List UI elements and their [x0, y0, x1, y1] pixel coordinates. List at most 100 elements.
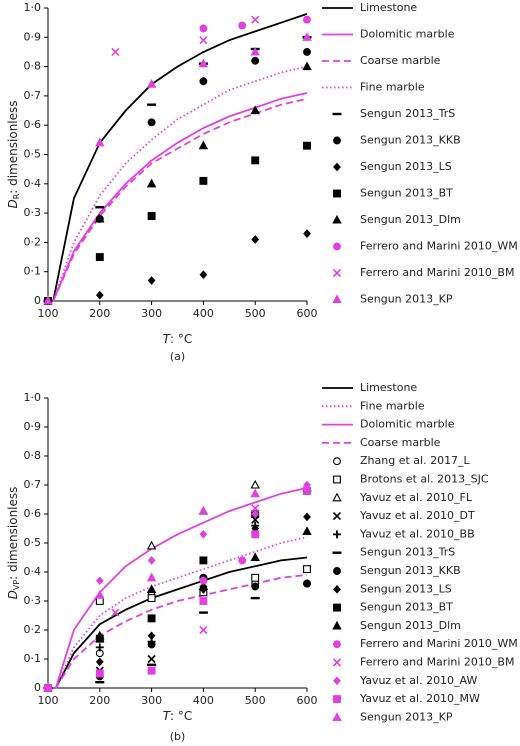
legend-marker [333, 676, 341, 686]
legend-label: Ferrero and Marini 2010_WM [360, 240, 518, 253]
legend-label: Sengun 2013_Dlm [360, 619, 461, 632]
marker [198, 58, 209, 68]
marker [303, 15, 311, 24]
legend-label: Ferrero and Marini 2010_BM [360, 656, 514, 669]
fit-line [55, 574, 308, 689]
x-tick-label: 200 [89, 694, 110, 707]
legend-marker [333, 695, 341, 704]
marker [303, 512, 311, 522]
marker [43, 295, 53, 305]
marker [302, 32, 312, 41]
x-axis-title: T: °C [163, 332, 193, 346]
y-tick-label: 0·8 [24, 60, 42, 73]
marker [147, 631, 156, 641]
fit-line [52, 65, 308, 302]
y-tick-label: 0·9 [24, 30, 42, 43]
legend-marker [333, 603, 341, 612]
y-tick-label: 0·8 [24, 449, 42, 462]
legend-label: Yavuz et al. 2010_BB [359, 527, 475, 540]
marker [95, 681, 105, 684]
marker [251, 235, 260, 244]
marker [147, 118, 156, 127]
x-axis-title: T: °C [163, 709, 193, 723]
y-tick-label: 0·1 [24, 265, 42, 278]
marker [251, 573, 260, 582]
marker [302, 61, 312, 71]
legend-label: Sengun 2013_LS [360, 160, 452, 173]
legend-label: Limestone [360, 1, 417, 14]
legend-marker [332, 551, 342, 554]
marker [95, 137, 105, 147]
legend-marker [332, 712, 342, 721]
marker [251, 530, 260, 539]
marker [199, 270, 208, 279]
marker [303, 141, 311, 150]
marker [250, 46, 260, 56]
legend-label: Ferrero and Marini 2010_BM [360, 266, 514, 279]
legend-label: Sengun 2013_BT [360, 187, 453, 200]
marker [199, 556, 208, 565]
marker [95, 590, 105, 599]
legend-marker [333, 584, 341, 594]
legend-label: Sengun 2013_KKB [360, 564, 461, 577]
y-tick-label: 0·6 [24, 118, 42, 131]
marker [147, 663, 157, 666]
legend-marker [332, 658, 342, 667]
legend-marker [333, 457, 341, 466]
y-tick-label: 0·3 [24, 206, 42, 219]
marker [147, 614, 156, 623]
legend-label: Sengun 2013_BT [360, 601, 453, 614]
marker [147, 556, 156, 565]
marker [95, 290, 104, 300]
y-tick-label: 0·7 [24, 478, 42, 491]
marker [95, 669, 104, 678]
legend-label: Fine marble [360, 399, 425, 412]
x-tick-label: 500 [245, 694, 266, 707]
legend-marker [332, 112, 342, 116]
legend-label: Sengun 2013_TrS [360, 546, 455, 559]
legend-label: Limestone [360, 381, 417, 394]
marker [198, 140, 209, 150]
legend-label: Yavuz et al. 2010_MW [359, 692, 480, 705]
marker [95, 630, 105, 640]
marker [238, 21, 247, 30]
marker [302, 526, 312, 535]
marker [303, 47, 311, 56]
legend-label: Yavuz et al. 2010_AW [359, 674, 477, 687]
y-tick-label: 1·0 [24, 1, 42, 14]
legend-label: Yavuz et al. 2010_DT [359, 509, 475, 522]
legend-label: Sengun 2013_LS [360, 582, 452, 595]
legend-marker [332, 268, 342, 278]
marker [95, 657, 104, 667]
y-tick-label: 0·5 [24, 536, 42, 549]
y-axis-title: DVP: dimensionless [6, 487, 21, 600]
fit-line [52, 13, 308, 302]
caption: (b) [170, 730, 186, 743]
caption: (a) [170, 350, 185, 363]
marker [303, 565, 311, 574]
fit-line [54, 536, 308, 689]
y-tick-label: 0·9 [24, 420, 42, 433]
marker [146, 79, 157, 88]
y-axis-symbol: D [6, 199, 20, 208]
legend-label: Sengun 2013_KP [360, 293, 453, 306]
legend-marker [333, 567, 341, 575]
fit-line [54, 487, 308, 689]
y-tick-label: 0·7 [24, 89, 42, 102]
legend-label: Sengun 2013_Dlm [360, 213, 461, 226]
x-axis-symbol: T [163, 332, 172, 346]
marker [146, 572, 157, 582]
marker [238, 556, 247, 565]
marker [250, 552, 260, 562]
y-tick-label: 0·2 [24, 235, 42, 248]
marker [95, 643, 104, 652]
legend-marker [333, 475, 341, 484]
marker [303, 486, 311, 495]
y-tick-label: 0·4 [24, 565, 42, 578]
x-tick-label: 100 [38, 694, 59, 707]
marker [198, 581, 209, 591]
marker [199, 24, 208, 33]
legend-marker [333, 640, 341, 649]
x-tick-label: 600 [297, 307, 318, 320]
